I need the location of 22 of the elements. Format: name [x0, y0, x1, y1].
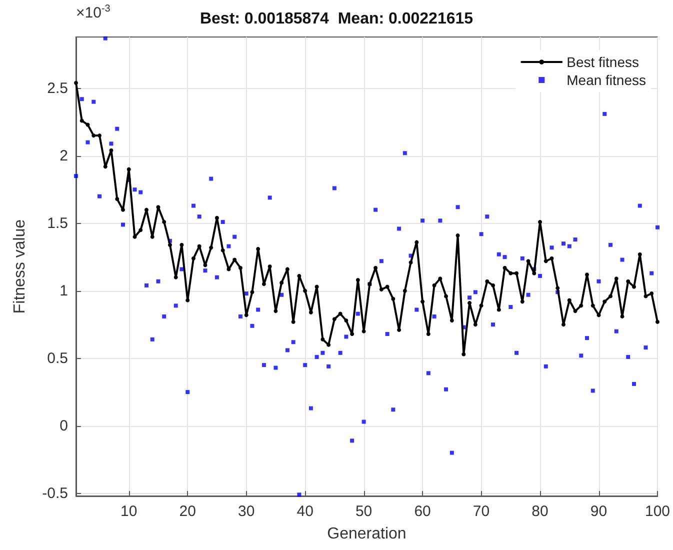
y-tick-label: 2	[60, 147, 68, 164]
chart-title: Best: 0.00185874 Mean: 0.00221615	[200, 10, 474, 28]
x-tick-label: 30	[238, 503, 255, 520]
legend-label: Mean fitness	[566, 72, 646, 88]
x-tick-label: 90	[590, 503, 608, 520]
x-tick-label: 70	[472, 503, 490, 520]
x-tick-label: 10	[120, 503, 138, 520]
y-tick-label: 1.5	[47, 214, 68, 232]
x-tick-label: 20	[179, 503, 196, 520]
y-tick-label: -0.5	[42, 484, 68, 502]
x-tick-label: 60	[414, 503, 431, 520]
y-tick-label: 0	[60, 417, 68, 434]
x-tick-label: 40	[296, 503, 314, 520]
y-tick-label: 2.5	[47, 80, 68, 97]
legend-label: Best fitness	[566, 54, 640, 70]
y-axis-title: Fitness value	[12, 219, 28, 314]
x-tick-label: 80	[532, 503, 548, 520]
y-tick-label: 1	[60, 282, 68, 300]
x-axis-title: Generation	[327, 526, 406, 542]
x-tick-label: 50	[355, 503, 372, 520]
y-tick-label: 0.5	[47, 350, 68, 367]
x-tick-label: 100	[644, 503, 670, 520]
